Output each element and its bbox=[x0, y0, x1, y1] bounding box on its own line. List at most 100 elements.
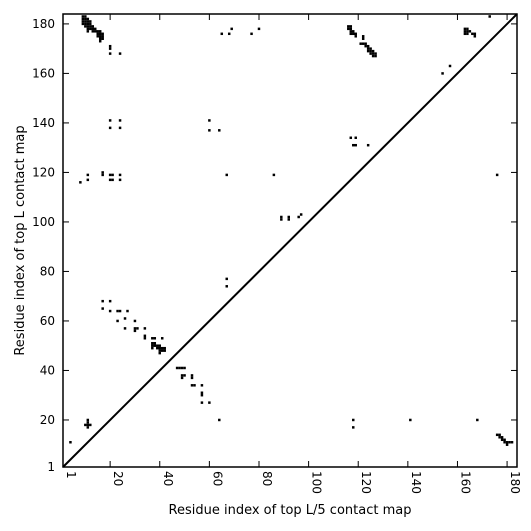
contact-point bbox=[364, 42, 367, 45]
contact-point bbox=[91, 27, 95, 31]
contact-point bbox=[118, 309, 122, 313]
contact-point bbox=[225, 277, 228, 281]
contact-point bbox=[466, 27, 469, 31]
x-tick-label: 40 bbox=[161, 471, 175, 486]
contact-point bbox=[354, 143, 357, 147]
contact-point bbox=[178, 366, 181, 370]
contact-point bbox=[160, 346, 164, 350]
contact-point bbox=[175, 366, 179, 370]
contact-point bbox=[86, 421, 90, 424]
contact-point bbox=[488, 15, 491, 18]
axis-ticks bbox=[62, 14, 517, 468]
contact-point bbox=[352, 418, 355, 422]
contact-point bbox=[111, 173, 114, 177]
contact-point bbox=[347, 27, 350, 31]
contact-point bbox=[153, 337, 157, 340]
contact-point bbox=[200, 393, 204, 397]
contact-point bbox=[108, 126, 112, 130]
contact-point bbox=[158, 349, 161, 352]
contact-point bbox=[471, 32, 474, 36]
contact-point bbox=[151, 341, 154, 345]
contact-point bbox=[136, 327, 139, 330]
x-tick-label: 120 bbox=[359, 471, 373, 494]
contact-point bbox=[374, 52, 377, 55]
contact-point bbox=[86, 426, 90, 429]
contact-point bbox=[361, 42, 365, 45]
y-tick-label: 40 bbox=[40, 363, 55, 377]
contact-point bbox=[505, 441, 509, 444]
contact-point bbox=[473, 32, 477, 36]
x-tick-label: 1 bbox=[64, 471, 78, 479]
contact-point bbox=[354, 136, 357, 140]
x-tick-label: 60 bbox=[210, 471, 224, 486]
x-tick-label: 80 bbox=[260, 471, 274, 486]
contact-point bbox=[208, 129, 211, 132]
contact-point bbox=[505, 443, 509, 446]
contact-point bbox=[101, 32, 104, 36]
contact-point bbox=[374, 54, 377, 58]
contact-point bbox=[86, 27, 90, 31]
y-tick-label: 20 bbox=[40, 413, 55, 427]
contact-point bbox=[86, 173, 90, 177]
contact-point bbox=[118, 178, 122, 182]
contact-point bbox=[151, 346, 154, 350]
contact-point bbox=[84, 20, 87, 23]
x-tick-label: 100 bbox=[310, 471, 324, 494]
contact-point bbox=[101, 299, 104, 303]
contact-point bbox=[118, 126, 122, 130]
y-tick-label: 60 bbox=[40, 314, 55, 328]
y-tick-label: 80 bbox=[40, 264, 55, 278]
contact-point bbox=[98, 30, 102, 33]
contact-point bbox=[218, 129, 221, 132]
contact-point bbox=[118, 52, 122, 55]
contact-point bbox=[369, 47, 372, 50]
contact-point bbox=[156, 344, 159, 347]
contact-point bbox=[108, 173, 112, 177]
contact-point bbox=[116, 319, 119, 323]
contact-point bbox=[89, 27, 92, 31]
contact-point bbox=[227, 32, 231, 36]
x-tick-label: 180 bbox=[508, 471, 522, 494]
contact-point bbox=[98, 35, 102, 38]
contact-point bbox=[250, 32, 253, 36]
contact-point bbox=[349, 25, 353, 28]
contact-point bbox=[364, 44, 367, 48]
contact-point bbox=[371, 49, 375, 53]
contact-point bbox=[158, 351, 161, 355]
contact-point bbox=[86, 178, 90, 182]
y-tick-label: 140 bbox=[32, 116, 55, 130]
contact-point bbox=[111, 178, 114, 182]
diagonal-line bbox=[62, 13, 518, 468]
contact-point bbox=[108, 47, 112, 50]
contact-point bbox=[86, 30, 90, 33]
contact-point bbox=[441, 72, 444, 75]
contact-point bbox=[498, 433, 501, 437]
contact-point bbox=[257, 27, 261, 31]
contact-point bbox=[287, 218, 290, 221]
contact-point bbox=[153, 344, 157, 347]
plot-frame bbox=[62, 13, 518, 468]
contact-point bbox=[91, 30, 95, 33]
contact-point bbox=[366, 143, 370, 147]
contact-point bbox=[272, 173, 276, 177]
contact-point bbox=[190, 376, 194, 380]
contact-point bbox=[200, 401, 204, 404]
contact-point bbox=[96, 35, 99, 38]
x-axis-label: Residue index of top L/5 contact map bbox=[169, 503, 412, 518]
contact-point bbox=[468, 30, 472, 33]
contact-point bbox=[349, 27, 353, 31]
contact-point bbox=[123, 327, 127, 330]
contact-point bbox=[96, 30, 99, 33]
contact-point bbox=[133, 329, 137, 333]
contact-point bbox=[359, 42, 362, 45]
contact-point bbox=[89, 20, 92, 23]
contact-point bbox=[208, 119, 211, 122]
contact-point bbox=[366, 49, 370, 53]
contact-point bbox=[498, 436, 501, 439]
contact-point bbox=[118, 119, 122, 122]
contact-point bbox=[163, 346, 166, 350]
contact-point bbox=[96, 32, 99, 36]
y-tick-label: 1 bbox=[47, 460, 55, 474]
contact-point bbox=[86, 423, 90, 427]
